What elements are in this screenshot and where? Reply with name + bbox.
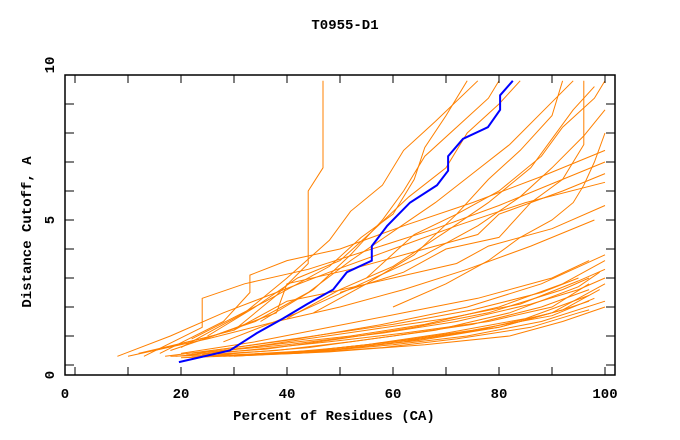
- series-layer: [117, 80, 606, 364]
- model-curve-29: [191, 80, 468, 340]
- model-curve-31: [260, 80, 500, 322]
- x-tick-label: 20: [173, 387, 190, 403]
- model-curve-36: [392, 132, 606, 308]
- model-curve-14: [191, 277, 606, 354]
- y-tick-label: 0: [43, 371, 59, 379]
- model-curve-28: [233, 80, 324, 331]
- model-curve-27: [207, 80, 521, 337]
- x-tick-label: 0: [61, 387, 69, 403]
- model-curve-25: [170, 80, 574, 351]
- highlighted-model-curve: [178, 80, 514, 364]
- model-curve-19: [117, 181, 606, 357]
- x-tick-label: 40: [279, 387, 296, 403]
- model-curve-26: [180, 80, 479, 349]
- model-curve-23: [154, 205, 606, 351]
- model-curve-22: [127, 219, 595, 357]
- model-curve-20: [143, 161, 606, 357]
- model-curve-30: [223, 109, 606, 343]
- x-tick-label: 60: [385, 387, 402, 403]
- model-curve-34: [339, 80, 585, 293]
- axes-layer: 0 20 40 60 80 100 0 5 10: [43, 57, 618, 403]
- y-tick-label: 5: [43, 216, 59, 224]
- model-curve-15: [218, 289, 590, 356]
- model-curve-12: [244, 300, 590, 356]
- model-curve-17: [202, 254, 606, 353]
- x-axis-label: Percent of Residues (CA): [233, 409, 435, 425]
- model-curve-33: [313, 80, 564, 314]
- x-tick-label: 80: [491, 387, 508, 403]
- model-curve-35: [366, 80, 606, 279]
- x-tick-label: 100: [592, 387, 617, 403]
- model-curve-16: [180, 260, 590, 354]
- y-tick-label: 10: [43, 57, 59, 74]
- chart-title: T0955-D1: [311, 18, 378, 34]
- model-curve-7: [186, 277, 590, 356]
- y-axis-label: Distance Cutoff, A: [20, 156, 36, 308]
- model-curve-32: [286, 86, 595, 320]
- model-curve-11: [207, 268, 606, 354]
- model-curve-18: [228, 306, 606, 357]
